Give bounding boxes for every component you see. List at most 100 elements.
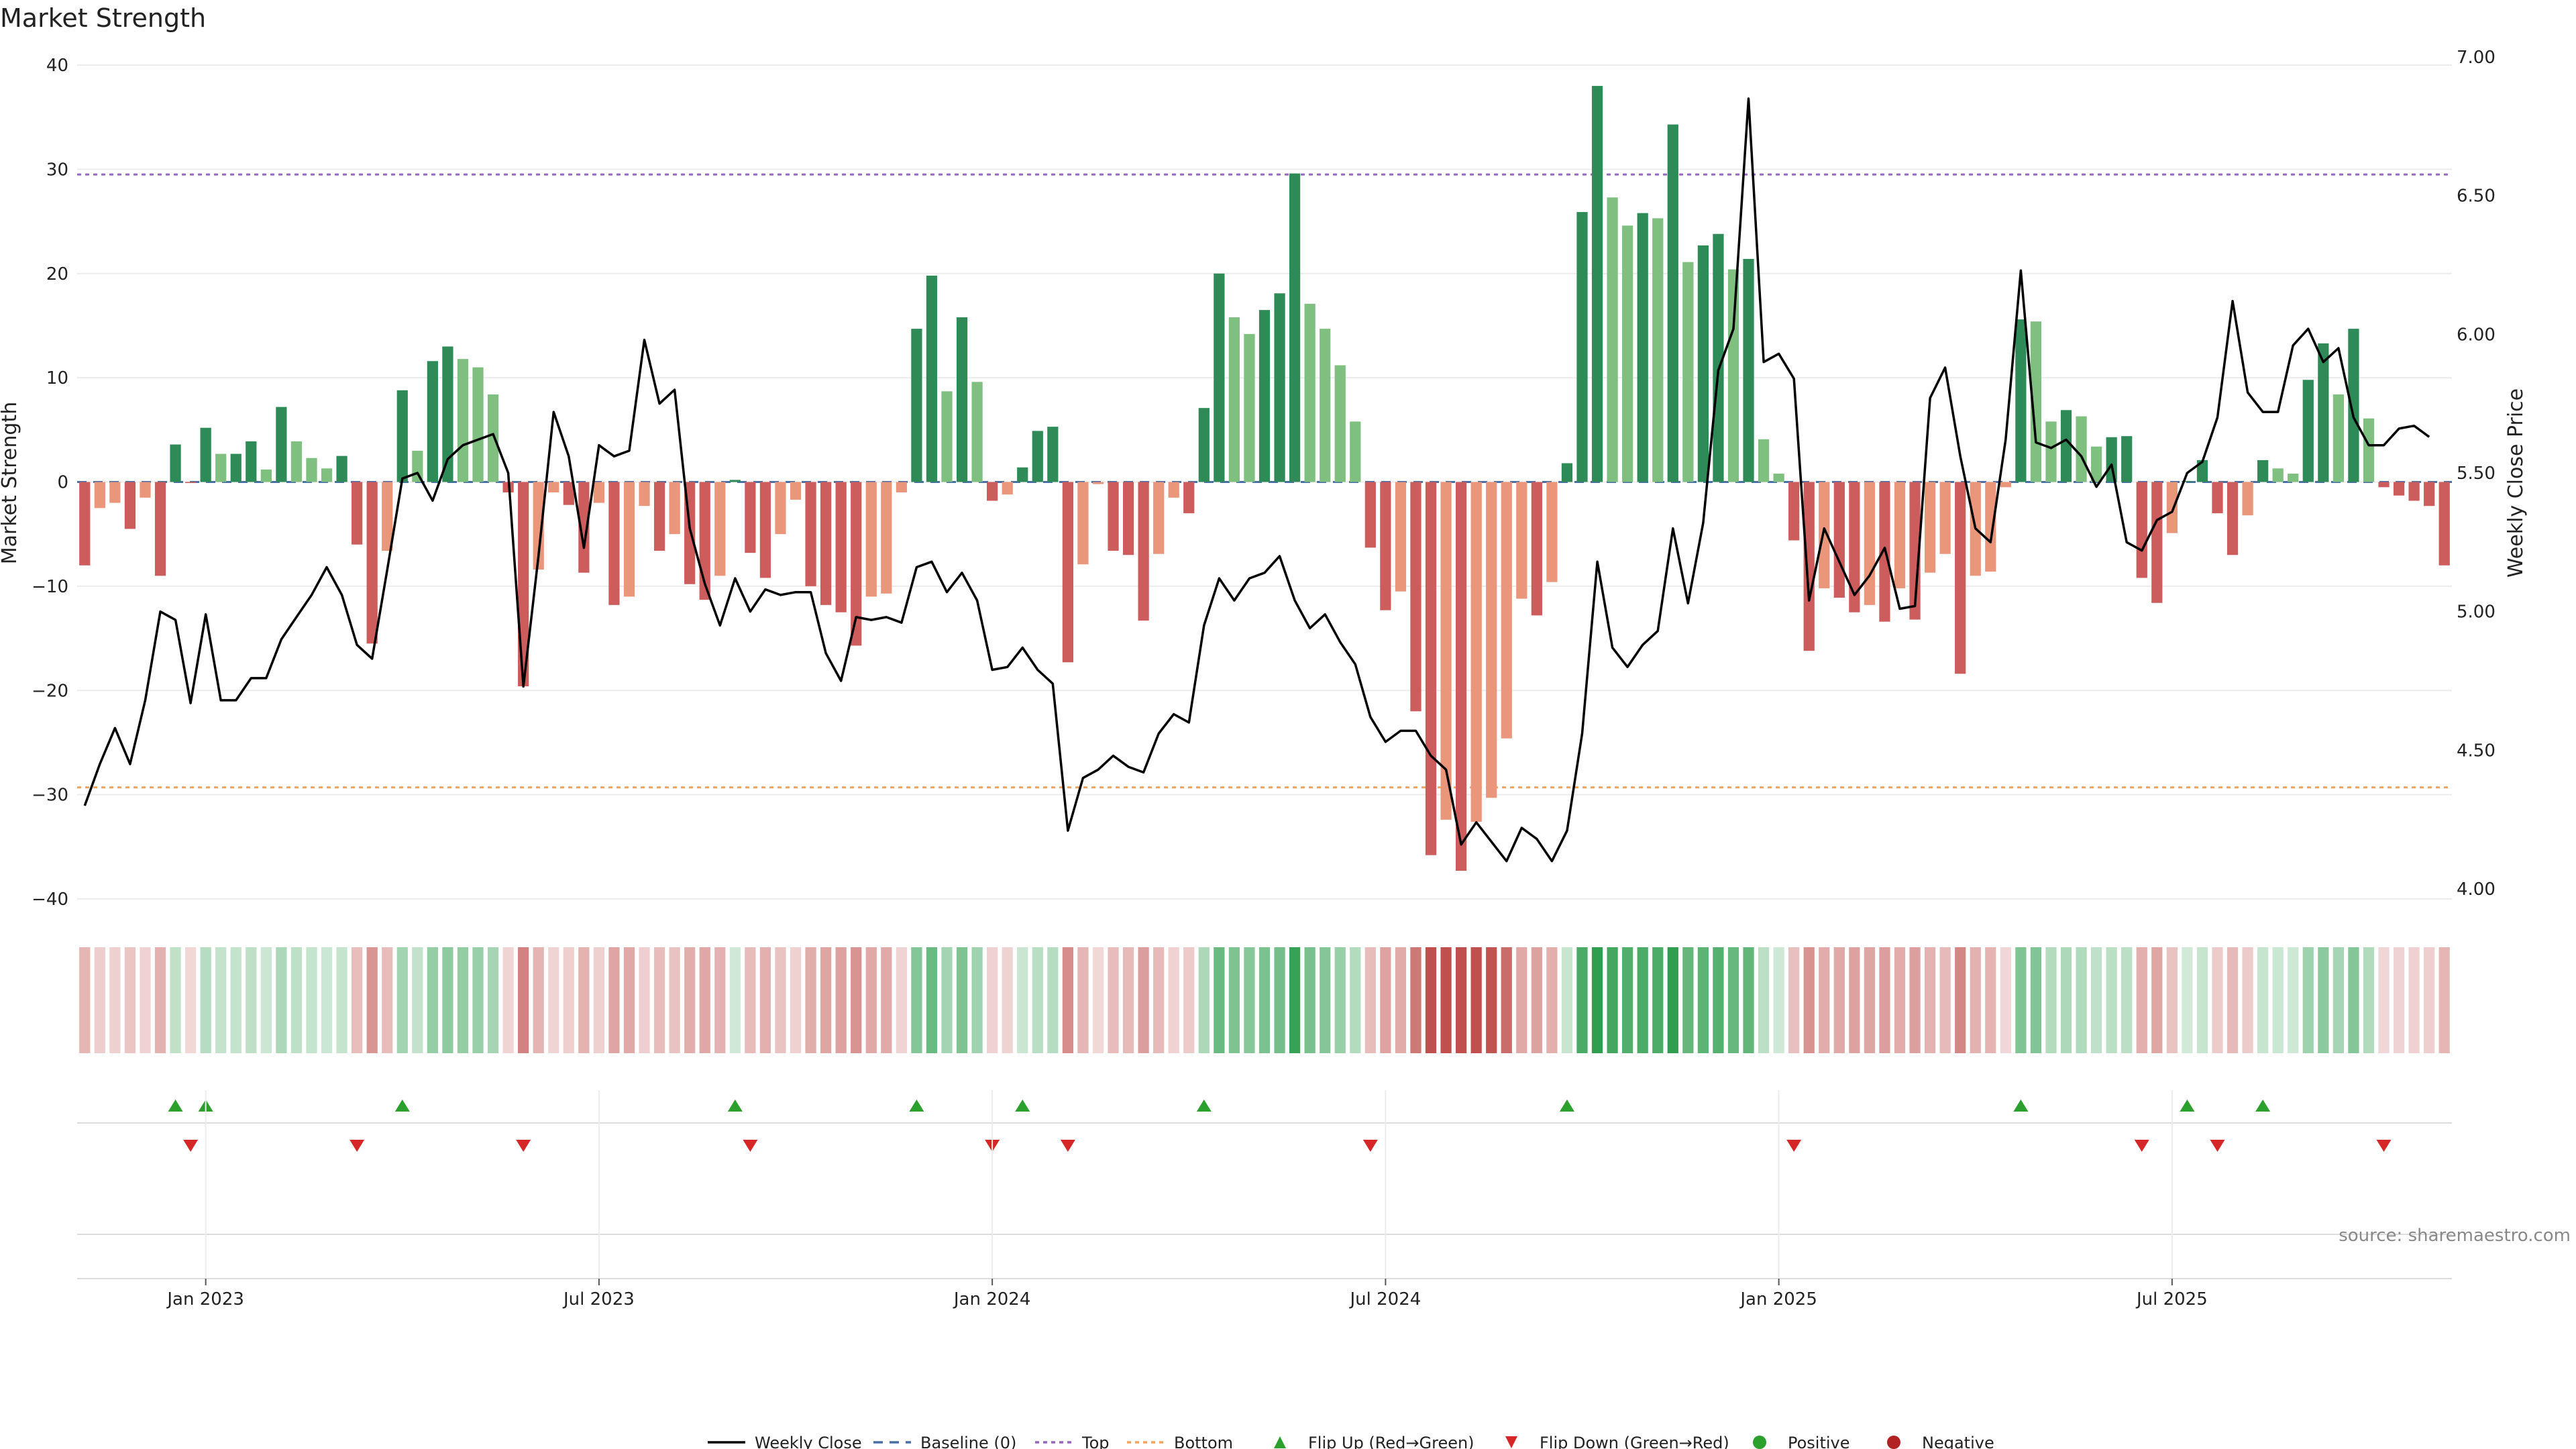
- heat-cell: [1228, 947, 1240, 1053]
- flip-up-marker: [2180, 1099, 2195, 1112]
- strength-bar: [1939, 482, 1951, 554]
- heat-cell: [366, 947, 378, 1053]
- heat-cell: [593, 947, 605, 1053]
- heat-cell: [2060, 947, 2072, 1053]
- heat-cell: [2318, 947, 2329, 1053]
- heat-cell: [1002, 947, 1013, 1053]
- heat-cell: [805, 947, 816, 1053]
- legend-swatch: [1753, 1436, 1766, 1449]
- y-tick-label: −40: [32, 890, 68, 910]
- heat-cell: [2000, 947, 2011, 1053]
- strength-bar: [2378, 482, 2390, 488]
- heat-cell: [1591, 947, 1603, 1053]
- strength-bar: [2166, 482, 2178, 533]
- legend-swatch: [1887, 1436, 1900, 1449]
- heat-cell: [1819, 947, 1830, 1053]
- strength-bar: [124, 482, 136, 529]
- strength-bar: [1258, 310, 1271, 482]
- heat-cell: [1380, 947, 1391, 1053]
- y2-tick-label: 5.00: [2457, 602, 2496, 623]
- strength-bar: [1682, 262, 1694, 482]
- heat-cell: [2332, 947, 2345, 1053]
- heat-cell: [1168, 947, 1179, 1053]
- strength-bar: [1062, 482, 1073, 663]
- y-tick-label: 30: [46, 160, 68, 180]
- heat-cell: [1758, 947, 1770, 1053]
- y-tick-label: 40: [46, 56, 68, 76]
- heat-cell: [276, 947, 287, 1053]
- heat-cell: [1652, 947, 1664, 1053]
- strength-bar: [1727, 269, 1739, 482]
- strength-bar: [593, 482, 605, 503]
- flip-down-marker: [1060, 1140, 1075, 1152]
- strength-bar: [2000, 482, 2011, 488]
- heat-cell: [1320, 947, 1331, 1053]
- heat-cell: [2363, 947, 2375, 1053]
- heat-cell: [2196, 947, 2208, 1053]
- lower-panel-grid: [77, 1122, 2452, 1279]
- legend-item: Weekly Close: [708, 1434, 862, 1449]
- heat-cell: [2393, 947, 2405, 1053]
- heat-cell: [1214, 947, 1225, 1053]
- y-axis-label: Market Strength: [0, 402, 21, 564]
- heat-cell: [2091, 947, 2102, 1053]
- heat-cell: [790, 947, 802, 1053]
- heat-cell: [1017, 947, 1028, 1053]
- flip-down-marker: [1362, 1140, 1378, 1152]
- strength-bar: [926, 275, 938, 482]
- strength-bar: [184, 482, 197, 484]
- heat-cell: [246, 947, 257, 1053]
- strength-bar: [366, 482, 378, 644]
- strength-bar: [1395, 482, 1407, 592]
- heat-cell: [140, 947, 151, 1053]
- strength-bar: [487, 394, 499, 482]
- heat-cell: [669, 947, 680, 1053]
- heat-cell: [2242, 947, 2253, 1053]
- strength-bar: [775, 482, 786, 535]
- legend-label: Flip Up (Red→Green): [1308, 1434, 1474, 1449]
- heat-cell: [820, 947, 832, 1053]
- flip-up-marker: [2255, 1099, 2271, 1112]
- strength-bar: [1289, 173, 1301, 482]
- y-tick-label: −30: [32, 786, 68, 806]
- strength-bar: [1077, 482, 1089, 565]
- heat-cell: [1244, 947, 1255, 1053]
- legend-item: Baseline (0): [873, 1434, 1016, 1449]
- strength-bar: [2091, 446, 2102, 482]
- heat-cell: [79, 947, 91, 1053]
- strength-bar: [321, 468, 333, 482]
- strength-bar: [154, 482, 166, 576]
- strength-bar: [2015, 319, 2027, 482]
- heat-cell: [1289, 947, 1301, 1053]
- y-axis-ticks: 40 30 20 10 0 −10 −20 −30 −40: [32, 56, 68, 910]
- strength-bar: [1501, 482, 1512, 739]
- legend-item: Flip Up (Red→Green): [1274, 1434, 1474, 1449]
- y-tick-label: 10: [46, 368, 68, 388]
- heat-cell: [956, 947, 968, 1053]
- strength-bar: [911, 329, 922, 482]
- heat-cell: [1364, 947, 1376, 1053]
- strength-bar: [215, 453, 227, 482]
- strength-bar: [276, 407, 287, 482]
- y2-axis-label: Weekly Close Price: [2504, 388, 2528, 578]
- strength-bar: [1546, 482, 1558, 582]
- y2-tick-label: 6.00: [2457, 325, 2496, 345]
- x-tick-label: Jul 2025: [2135, 1289, 2208, 1309]
- flip-up-marker: [1196, 1099, 1212, 1112]
- strength-bar: [820, 482, 832, 605]
- strength-bar: [442, 346, 453, 482]
- strength-bar: [1591, 86, 1603, 482]
- strength-bar: [1244, 333, 1255, 482]
- strength-bar: [941, 391, 953, 482]
- strength-bar: [1002, 482, 1013, 495]
- y-tick-label: 20: [46, 264, 68, 284]
- y-tick-label: 0: [57, 473, 68, 493]
- heat-cell: [260, 947, 272, 1053]
- y2-tick-label: 5.50: [2457, 464, 2496, 484]
- strength-bar: [1788, 482, 1800, 541]
- heat-cell: [306, 947, 317, 1053]
- heat-cell: [2348, 947, 2359, 1053]
- chart-title: Market Strength: [0, 3, 206, 33]
- strength-bar: [2106, 437, 2117, 482]
